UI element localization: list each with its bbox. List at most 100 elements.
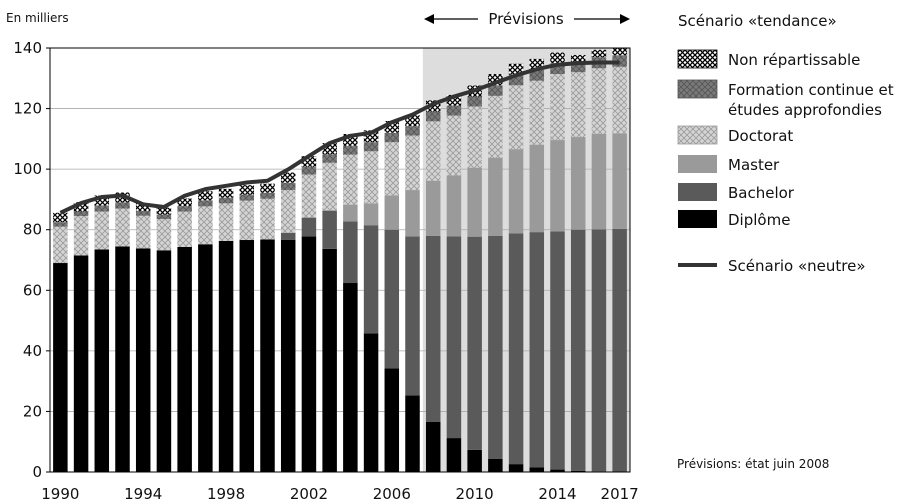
bar-segment-master [446,175,462,237]
bar-segment-bachelor [363,225,379,334]
x-tick-label: 2002 [290,485,328,503]
bar-segment-non-repartissable [177,198,192,207]
bar-segment-non-repartissable [260,183,275,193]
legend-swatch-bachelor [678,183,717,201]
bar-segment-master [425,180,441,236]
bar-segment-diplome [73,255,89,472]
bar-segment-doctorat [239,200,255,241]
bar-segment-non-repartissable [384,120,400,133]
bar-segment-bachelor [488,235,503,459]
legend-swatch-non-repartissable [677,49,718,69]
scenario-neutre-line [59,60,620,215]
bar-segment-diplome [301,236,317,472]
bar-segment-formation [115,202,130,209]
bar-segment-formation [73,211,89,217]
bar-segment-non-repartissable [73,202,89,212]
bar-segment-formation [467,96,482,107]
bar-segment-diplome [446,438,462,472]
y-axis-label: En milliers [6,11,69,25]
legend-label-formation: Formation continue et études approfondie… [728,81,898,119]
bar-segment-doctorat [529,80,545,145]
bar-segment-diplome [280,239,296,472]
bar-segment-non-repartissable [488,74,503,86]
bar-segment-formation [280,182,296,191]
bar-segment-master [384,195,400,230]
bar-segment-non-repartissable [53,212,68,223]
bar-segment-bachelor [301,217,317,237]
bar-segment-master [488,157,503,236]
bar-segment-bachelor [280,232,296,240]
bar-segment-formation [363,142,379,152]
bar-segment-bachelor [529,232,545,468]
bar-segment-diplome [218,240,234,472]
bar-segment-diplome [570,470,586,472]
bar-segment-formation [239,194,255,201]
bar-segment-formation [218,197,234,204]
bar-segment-diplome [322,248,337,472]
bar-segment-diplome [135,248,151,472]
bar-segment-non-repartissable [591,49,607,58]
bar-segment-doctorat [612,66,627,134]
bar-segment-bachelor [467,236,482,450]
bar-segment-formation [384,132,400,143]
legend-swatch-formation [677,79,718,99]
bar-segment-formation [508,74,524,86]
bar-segment-doctorat [115,208,130,247]
legend-swatch-doctorat [677,125,718,145]
x-axis: 1990 1994 1998 2002 2006 2010 2014 2017 [41,485,638,503]
bar-segment-diplome [405,395,420,472]
bar-segment-formation [570,61,586,73]
bar-segment-doctorat [73,216,89,256]
bar-segment-doctorat [177,211,192,247]
bar-segment-bachelor [405,236,420,396]
bar-segment-doctorat [53,226,68,264]
bar-segment-master [508,149,524,234]
bar-segment-master [529,144,545,233]
bar-segment-master [405,190,420,237]
bar-segment-master [612,133,627,229]
bar-segment-doctorat [156,219,172,251]
bar-segment-doctorat [198,206,213,245]
bar-segment-master [570,137,586,230]
bar-segment-non-repartissable [156,207,172,215]
bar-segment-formation [550,63,565,75]
bar-segment-non-repartissable [94,195,110,206]
bar-segment-doctorat [343,154,358,205]
bar-segment-doctorat [363,151,379,204]
legend: Scénario «tendance» Non répartissable Fo… [677,12,898,275]
bar-segment-formation [135,210,151,216]
legend-label-diplome: Diplôme [728,211,790,229]
bar-segment-diplome [467,449,482,472]
y-axis: 0 20 40 60 80 100 120 140 [13,39,50,481]
bar-segment-formation [260,192,275,199]
bar-segment-bachelor [384,229,400,369]
bar-segment-formation [322,154,337,163]
bar-segment-bachelor [612,228,627,472]
bar-segment-diplome [53,263,68,472]
legend-label-non-repartissable: Non répartissable [728,51,860,69]
bar-segment-master [363,203,379,226]
bar-segment-diplome [239,240,255,472]
bar-segment-doctorat [384,142,400,196]
bar-segment-non-repartissable [570,54,586,62]
bar-segment-master [467,167,482,237]
bar-segment-master [343,204,358,222]
bar-segment-diplome [425,421,441,472]
legend-swatch-diplome [678,210,717,228]
bar-segment-non-repartissable [405,115,420,127]
bar-segment-formation [405,126,420,136]
bar-segment-bachelor [425,235,441,422]
bar-segment-non-repartissable [612,48,627,56]
bar-segment-bachelor [508,233,524,465]
bar-segment-non-repartissable [198,191,213,201]
forecast-arrowhead-right [620,14,630,24]
bar-segment-diplome [343,283,358,472]
bar-segment-bachelor [446,236,462,439]
bar-segment-bachelor [550,231,565,470]
bar-segment-doctorat [446,115,462,176]
bar-segment-doctorat [94,211,110,250]
bar-segment-doctorat [467,106,482,168]
bar-segment-doctorat [135,215,151,249]
bar-segment-formation [198,200,213,207]
